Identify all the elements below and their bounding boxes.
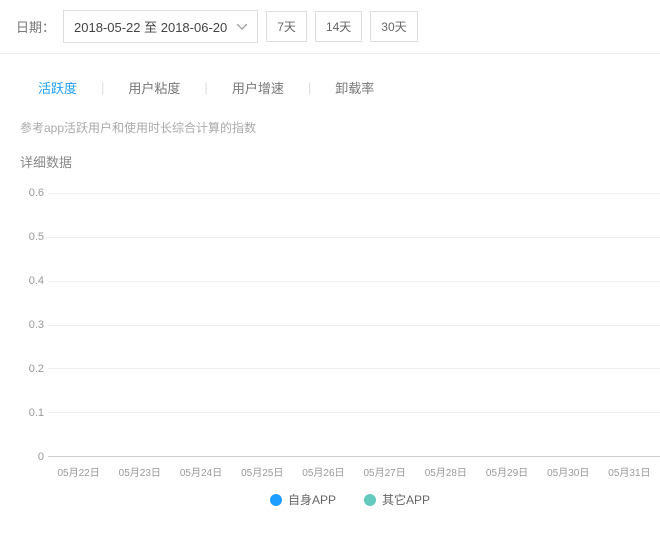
legend-item-self[interactable]: 自身APP (270, 491, 336, 508)
x-tick-label: 05月25日 (241, 464, 283, 479)
x-tick-label: 05月29日 (486, 464, 528, 479)
y-tick-label: 0.6 (20, 187, 44, 199)
quick-range-30d[interactable]: 30天 (370, 11, 417, 42)
x-tick-label: 05月26日 (302, 464, 344, 479)
legend-label: 其它APP (382, 491, 430, 508)
x-tick-label: 05月22日 (57, 464, 99, 479)
tab-uninstall[interactable]: 卸载率 (327, 74, 382, 101)
subtitle: 参考app活跃用户和使用时长综合计算的指数 (0, 111, 660, 136)
date-range-text: 2018-05-22 至 2018-06-20 (74, 17, 227, 36)
legend-label: 自身APP (288, 491, 336, 508)
x-tick-label: 05月31日 (608, 464, 650, 479)
toolbar: 日期： 2018-05-22 至 2018-06-20 7天 14天 30天 (0, 0, 660, 54)
quick-range-14d[interactable]: 14天 (315, 11, 362, 42)
x-tick-label: 05月23日 (119, 464, 161, 479)
chart-container: 05月22日 05月23日 05月24日 05月25日 05月26日 05月27日 05月2… (0, 183, 660, 508)
date-label: 日期： (16, 17, 55, 36)
tab-growth[interactable]: 用户增速 (224, 74, 292, 101)
chevron-down-icon (237, 24, 247, 30)
plot-area: 05月22日05月23日05月24日05月25日05月26日05月27日05月2… (48, 193, 660, 457)
x-tick-label: 05月24日 (180, 464, 222, 479)
y-tick-label: 0.5 (20, 231, 44, 243)
tab-separator: | (308, 80, 311, 95)
legend-swatch (270, 494, 282, 506)
y-tick-label: 0 (20, 451, 44, 463)
legend-item-other[interactable]: 其它APP (364, 491, 430, 508)
tab-activity[interactable]: 活跃度 (30, 74, 85, 101)
section-title: 详细数据 (0, 136, 660, 177)
y-tick-label: 0.4 (20, 275, 44, 287)
y-tick-label: 0.2 (20, 363, 44, 375)
y-tick-label: 0.3 (20, 319, 44, 331)
x-tick-label: 05月28日 (425, 464, 467, 479)
tabs: 活跃度 | 用户粘度 | 用户增速 | 卸载率 (0, 54, 660, 111)
tab-separator: | (204, 80, 207, 95)
legend-swatch (364, 494, 376, 506)
x-tick-label: 05月30日 (547, 464, 589, 479)
bars: 05月22日05月23日05月24日05月25日05月26日05月27日05月2… (48, 193, 660, 456)
date-range-picker[interactable]: 2018-05-22 至 2018-06-20 (63, 10, 258, 43)
legend: 自身APP 其它APP (20, 483, 660, 508)
tab-separator: | (101, 80, 104, 95)
activity-bar-chart: 05月22日 05月23日 05月24日 05月25日 05月26日 05月27日 05月2… (20, 183, 660, 483)
tab-stickiness[interactable]: 用户粘度 (120, 74, 188, 101)
x-tick-label: 05月27日 (363, 464, 405, 479)
y-tick-label: 0.1 (20, 407, 44, 419)
quick-range-7d[interactable]: 7天 (266, 11, 307, 42)
